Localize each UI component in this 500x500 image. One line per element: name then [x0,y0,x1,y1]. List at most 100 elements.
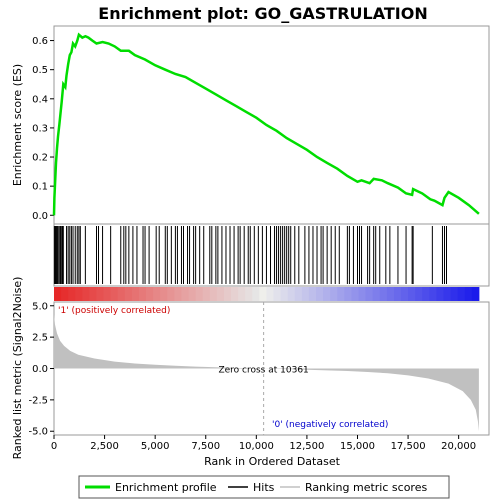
rank-color-segment [160,287,168,301]
metric-y-tick-label: -2.5 [28,395,48,406]
rank-color-segment [117,287,126,301]
rank-color-segment [153,287,161,301]
metric-y-tick-label: 5.0 [32,301,48,312]
rank-color-segment [400,287,409,301]
x-tick-label: 2,500 [90,441,119,452]
rank-color-segment [82,287,90,301]
rank-color-segment [266,287,275,301]
positive-correlation-label: '1' (positively correlated) [58,306,170,316]
rank-color-segment [174,287,182,301]
rank-color-segment [386,287,395,301]
es-y-tick-label: 0.2 [32,153,48,164]
legend-hits-label: Hits [253,481,275,494]
rank-color-segment [358,287,367,301]
metric-y-tick-label: -5.0 [28,427,48,438]
rank-color-segment [280,287,289,301]
rank-color-segment [337,287,345,301]
rank-color-segment [408,287,416,301]
rank-color-segment [96,287,105,301]
rank-color-segment [323,287,331,301]
rank-color-segment [223,287,232,301]
rank-color-segment [216,287,225,301]
x-axis-label: Rank in Ordered Dataset [204,455,341,468]
rank-color-segment [372,287,381,301]
legend-metric-label: Ranking metric scores [305,481,427,494]
metric-y-tick-label: 2.5 [32,333,48,344]
rank-color-segment [75,287,83,301]
rank-color-segment [294,287,303,301]
rank-color-segment [202,287,211,301]
rank-color-segment [231,287,239,301]
rank-color-segment [287,287,296,301]
metric-y-tick-label: 0.0 [32,364,48,375]
rank-color-segment [252,287,260,301]
rank-color-bar [54,287,480,301]
rank-color-segment [344,287,352,301]
metric-y-axis: -5.0 -2.5 0.0 2.5 5.0 [28,301,54,438]
rank-color-segment [188,287,197,301]
ranking-metric-area [54,314,479,432]
rank-color-segment [146,287,154,301]
es-y-tick-label: 0.1 [32,182,48,193]
rank-color-segment [103,287,112,301]
metric-y-axis-label: Ranked list metric (Signal2Noise) [11,277,24,460]
x-tick-label: 12,500 [289,441,324,452]
x-axis: 0 2,500 5,000 7,500 10,000 12,500 15,000 17,500… [51,435,476,452]
rank-color-segment [238,287,246,301]
rank-color-segment [167,287,175,301]
x-tick-label: 7,500 [191,441,220,452]
x-tick-label: 15,000 [340,441,375,452]
rank-color-segment [393,287,402,301]
rank-color-segment [301,287,310,301]
legend-box [78,475,450,499]
rank-color-segment [365,287,374,301]
rank-color-segment [181,287,190,301]
x-tick-label: 20,000 [441,441,476,452]
rank-color-segment [209,287,218,301]
rank-color-segment [54,287,62,301]
hits-panel-frame [53,223,490,287]
legend-enrichment-label: Enrichment profile [115,481,217,494]
x-tick-label: 0 [51,441,57,452]
rank-color-segment [379,287,388,301]
legend: Enrichment profile Hits Ranking metric s… [78,475,450,499]
rank-color-segment [422,287,430,301]
enrichment-profile-line [52,32,480,216]
es-y-tick-label: 0.3 [32,123,48,134]
rank-color-segment [124,287,133,301]
es-y-axis-label: Enrichment score (ES) [11,64,24,186]
rank-color-segment [110,287,119,301]
rank-color-segment [351,287,359,301]
es-y-tick-label: 0.5 [32,65,48,76]
rank-color-segment [450,287,459,301]
rank-color-segment [131,287,140,301]
rank-color-segment [138,287,147,301]
rank-color-segment [273,287,282,301]
es-y-tick-label: 0.0 [32,211,48,222]
x-tick-label: 17,500 [391,441,426,452]
rank-color-segment [457,287,466,301]
chart-title: Enrichment plot: GO_GASTRULATION [98,4,427,23]
es-y-tick-label: 0.6 [32,36,48,47]
es-y-axis: 0.0 0.1 0.2 0.3 0.4 0.5 0.6 [32,36,54,222]
zero-cross-label: Zero cross at 10361 [218,366,308,376]
rank-color-segment [68,287,76,301]
x-tick-label: 5,000 [141,441,170,452]
negative-correlation-label: '0' (negatively correlated) [272,420,388,430]
x-tick-label: 10,000 [239,441,274,452]
es-y-tick-label: 0.4 [32,94,48,105]
rank-color-segment [429,287,437,301]
rank-color-segment [259,287,267,301]
rank-color-segment [471,287,480,301]
rank-color-segment [195,287,204,301]
hits-group [53,226,448,284]
rank-color-segment [89,287,97,301]
rank-color-segment [308,287,317,301]
rank-color-segment [316,287,324,301]
rank-color-segment [415,287,423,301]
rank-color-segment [464,287,473,301]
rank-color-segment [436,287,444,301]
rank-color-segment [443,287,452,301]
rank-color-segment [245,287,253,301]
